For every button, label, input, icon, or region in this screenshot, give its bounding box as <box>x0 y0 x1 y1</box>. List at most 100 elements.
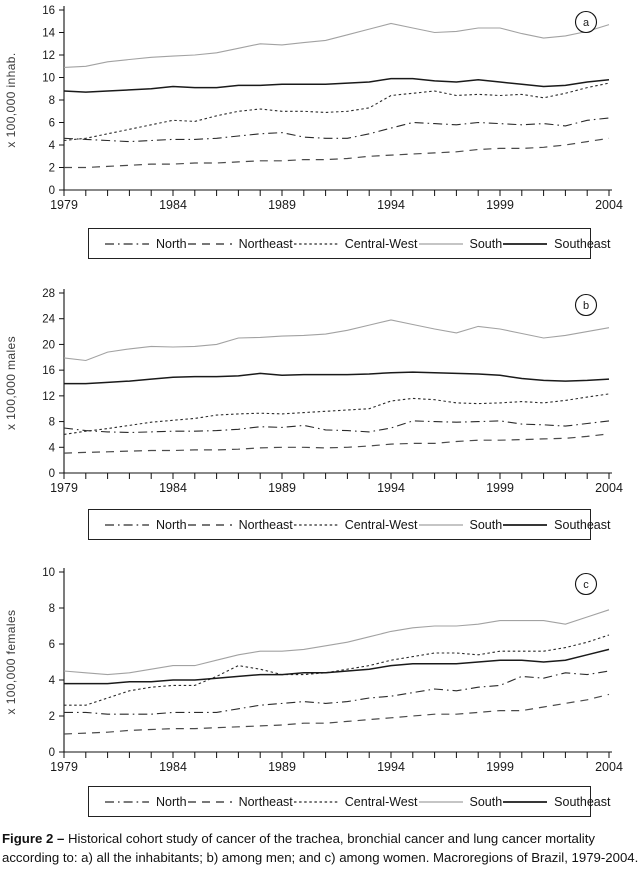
panel-badge-letter: a <box>583 17 590 29</box>
x-tick-label: 1989 <box>268 198 296 212</box>
x-tick-label: 1979 <box>50 481 78 495</box>
y-tick-label: 0 <box>49 468 55 480</box>
series-c-northeast <box>63 693 610 735</box>
legend-item-north: North <box>104 795 187 809</box>
legend-label: North <box>156 517 187 532</box>
series-a-northeast <box>64 137 610 169</box>
chart-b: x 100,000 males 0 4 8 12 16 20 24 28 1979 1984 198… <box>0 287 643 497</box>
figure-page: x 100,000 inhab. 0 2 4 6 8 10 12 14 16 1979 1984 19… <box>0 4 643 867</box>
series-b-north <box>63 420 610 434</box>
y-tick-label: 2 <box>49 711 55 723</box>
y-axis-label-a: x 100,000 inhab. <box>4 52 18 148</box>
legend-item-central-west: Central-West <box>293 795 418 809</box>
y-tick-label: 28 <box>42 288 55 300</box>
x-tick-label: 1979 <box>50 198 78 212</box>
x-tick-label: 2004 <box>595 760 623 774</box>
north-line-sample-icon <box>105 800 149 803</box>
legend-label: South <box>469 517 503 532</box>
y-tick-label: 4 <box>49 442 56 454</box>
y-tick-label: 8 <box>49 417 55 429</box>
northeast-line-sample-icon <box>187 800 232 803</box>
south-line-sample-icon <box>418 242 463 245</box>
y-tick-label: 12 <box>42 391 55 403</box>
legend-label: South <box>469 236 503 251</box>
chart-c: x 100,000 females 0 2 4 6 8 10 1979 1984 1989 199… <box>0 566 643 776</box>
x-tick-label: 1989 <box>268 481 296 495</box>
series-c-north <box>64 670 610 715</box>
y-tick-label: 10 <box>42 567 55 579</box>
figure-caption-label: Figure 2 – <box>2 831 65 846</box>
legend-label: North <box>156 794 187 809</box>
legend-box: North Northeast Central-West South Southeast <box>88 786 610 817</box>
legend-item-southeast: Southeast <box>502 518 610 532</box>
legend-item-central-west: Central-West <box>293 237 418 251</box>
central-west-line-sample-icon <box>293 523 338 526</box>
legend-label: South <box>469 794 503 809</box>
legend-item-southeast: Southeast <box>502 237 610 251</box>
legend-item-southeast: Southeast <box>502 795 610 809</box>
chart-c-svg: 0 2 4 6 8 10 1979 1984 1989 1994 1999 2004 c <box>42 567 623 774</box>
x-tick-label: 1999 <box>486 760 514 774</box>
y-tick-label: 6 <box>49 118 55 130</box>
panel-badge-circle <box>574 10 598 34</box>
legend-label: Southeast <box>554 517 611 532</box>
y-tick-label: 4 <box>49 675 56 687</box>
y-tick-label: 20 <box>42 339 55 351</box>
south-line-sample-icon <box>418 523 463 526</box>
southeast-line-sample-icon <box>503 800 548 803</box>
legend-item-northeast: Northeast <box>187 795 293 809</box>
legend-item-northeast: Northeast <box>187 237 293 251</box>
series-c-south <box>63 609 610 676</box>
legend-label: Central-West <box>344 794 418 809</box>
x-tick-label: 1984 <box>159 760 187 774</box>
y-tick-label: 16 <box>42 5 55 17</box>
y-axis-label-b: x 100,000 males <box>4 335 18 431</box>
central-west-line-sample-icon <box>293 800 338 803</box>
y-tick-label: 0 <box>49 185 55 197</box>
y-tick-label: 16 <box>42 365 55 377</box>
y-tick-label: 0 <box>49 747 55 759</box>
panel-badge-letter: c <box>583 579 589 591</box>
chart-a-svg: 0 2 4 6 8 10 12 14 16 1979 1984 1989 1994 1999 2004 a <box>42 5 623 212</box>
southeast-line-sample-icon <box>503 242 548 245</box>
northeast-line-sample-icon <box>187 523 232 526</box>
x-tick-label: 1984 <box>159 198 187 212</box>
x-tick-label: 1984 <box>159 481 187 495</box>
legend-item-north: North <box>104 518 187 532</box>
x-tick-label: 1979 <box>50 760 78 774</box>
legend-item-south: South <box>418 517 503 532</box>
legend-label: Central-West <box>344 236 418 251</box>
series-b-northeast <box>63 433 610 454</box>
north-line-sample-icon <box>105 523 149 526</box>
series-b-south <box>63 319 610 362</box>
northeast-line-sample-icon <box>187 242 232 245</box>
figure-caption-text: Historical cohort study of cancer of the… <box>2 831 639 866</box>
legend-box: North Northeast Central-West South Southeast <box>88 228 610 259</box>
x-tick-label: 1999 <box>486 481 514 495</box>
series-b-central-west <box>63 393 610 435</box>
x-tick-label: 1989 <box>268 760 296 774</box>
panel-badge-circle <box>574 572 598 596</box>
chart-a: x 100,000 inhab. 0 2 4 6 8 10 12 14 16 1979 1984 19… <box>0 4 643 214</box>
legend-item-central-west: Central-West <box>293 518 418 532</box>
y-tick-label: 8 <box>49 95 55 107</box>
legend-item-north: North <box>104 237 187 251</box>
panel-badge-circle <box>574 293 598 317</box>
y-tick-label: 24 <box>42 314 55 326</box>
y-tick-label: 2 <box>49 163 55 175</box>
x-tick-label: 1994 <box>377 481 405 495</box>
chart-b-svg: 0 4 8 12 16 20 24 28 1979 1984 1989 1994 1999 2004 b <box>42 288 623 495</box>
series-a-central-west <box>63 82 610 142</box>
south-line-sample-icon <box>418 800 463 803</box>
x-tick-label: 2004 <box>595 481 623 495</box>
y-tick-label: 4 <box>49 140 56 152</box>
y-tick-label: 6 <box>49 639 55 651</box>
legend-label: Northeast <box>238 517 293 532</box>
legend-label: Northeast <box>238 236 293 251</box>
x-tick-label: 1994 <box>377 760 405 774</box>
x-tick-label: 1994 <box>377 198 405 212</box>
legend-label: Southeast <box>554 794 611 809</box>
legend-item-south: South <box>418 236 503 251</box>
series-a-north <box>63 117 610 143</box>
series-a-south <box>63 22 610 68</box>
